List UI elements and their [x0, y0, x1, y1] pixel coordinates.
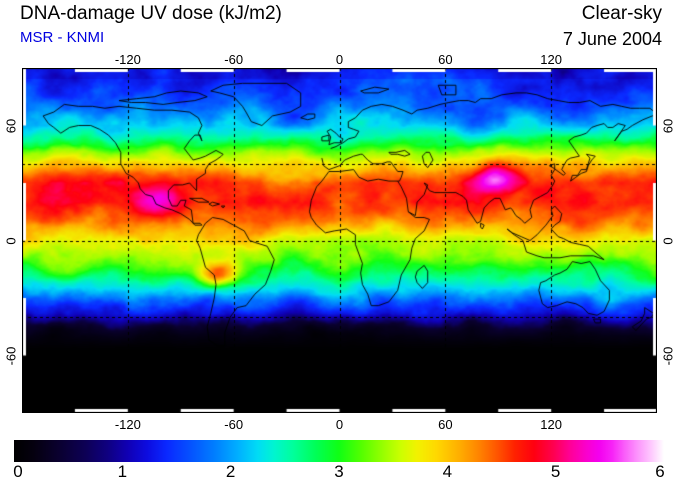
data-source: MSR - KNMI — [20, 29, 105, 46]
map-plot — [22, 68, 657, 413]
colorbar-tick: 1 — [117, 462, 128, 481]
sky-condition: Clear-sky — [581, 3, 662, 24]
x-axis-tick-bottom: 120 — [540, 417, 563, 432]
y-axis-tick-left: 60 — [3, 118, 19, 133]
uv-dose-heatmap — [22, 68, 657, 413]
x-axis-tick-top: 0 — [335, 52, 344, 67]
x-axis-tick-bottom: -120 — [114, 417, 141, 432]
y-axis-tick-right: 60 — [660, 118, 676, 133]
map-date: 7 June 2004 — [562, 29, 662, 49]
colorbar — [14, 440, 664, 462]
colorbar-tick: 3 — [334, 462, 344, 481]
y-axis-tick-left: -60 — [3, 346, 19, 365]
x-axis-tick-top: 120 — [540, 52, 563, 67]
x-axis-tick-bottom: 0 — [335, 417, 344, 432]
x-axis-tick-bottom: 60 — [438, 417, 453, 432]
y-axis-tick-right: -60 — [660, 346, 676, 365]
x-axis-tick-bottom: -60 — [224, 417, 244, 432]
y-axis-tick-left: 0 — [3, 236, 19, 245]
colorbar-tick: 4 — [442, 462, 453, 481]
x-axis-tick-top: -60 — [224, 52, 244, 67]
colorbar-tick: 0 — [13, 462, 23, 481]
y-axis-tick-right: 0 — [660, 236, 676, 245]
colorbar-tick: 5 — [550, 462, 561, 481]
x-axis-tick-top: -120 — [114, 52, 141, 67]
colorbar-tick: 2 — [225, 462, 236, 481]
colorbar-tick: 6 — [655, 462, 665, 481]
header: DNA-damage UV dose (kJ/m2) MSR - KNMI Cl… — [0, 0, 678, 56]
colorbar-gradient — [14, 440, 664, 462]
page-title: DNA-damage UV dose (kJ/m2) — [20, 3, 282, 24]
x-axis-tick-top: 60 — [438, 52, 453, 67]
